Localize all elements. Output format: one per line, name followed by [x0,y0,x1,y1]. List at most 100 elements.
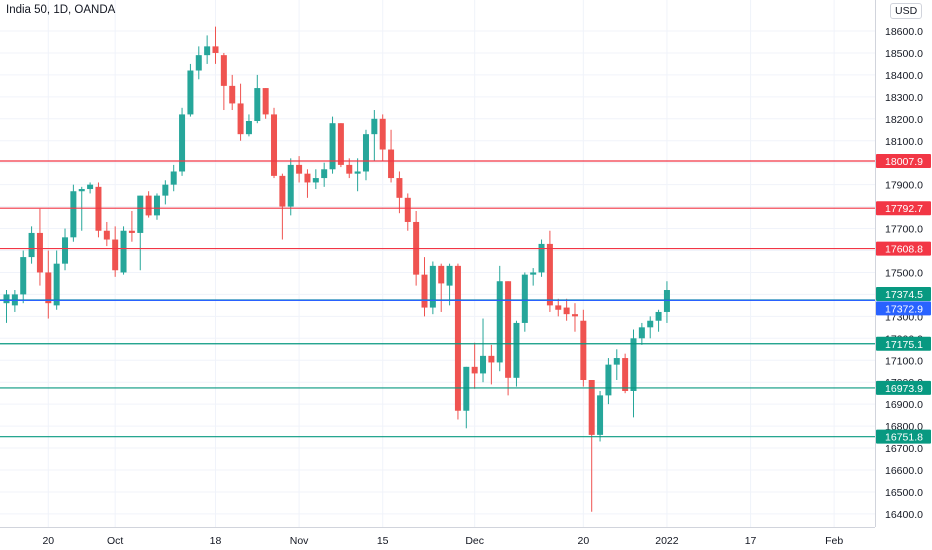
price-tag-label: 16751.8 [885,432,923,444]
candle-down [145,195,152,216]
y-tick-label: 17900.0 [885,180,923,192]
candle-down [237,103,244,135]
x-tick-label: Oct [107,535,123,547]
candle-up [371,118,378,135]
candle-up [605,364,612,396]
price-tag [876,241,931,256]
candle-down [212,46,219,53]
price-tag [876,286,931,301]
x-tick-label: 18 [210,535,222,547]
candle-up [429,265,436,308]
candle-down [337,123,344,165]
candle-up [521,274,528,323]
price-tag-label: 18007.9 [885,156,923,168]
plot-area[interactable] [0,0,875,527]
x-tick-label: 15 [377,535,389,547]
candle-down [555,305,562,310]
y-tick-label: 17700.0 [885,224,923,236]
x-tick-label: Dec [465,535,484,547]
candle-up [463,366,470,411]
candle-up [538,243,545,273]
candle-up [480,355,487,374]
candle-down [588,380,595,435]
y-tick-label: 18600.0 [885,26,923,38]
candle-down [379,118,386,150]
candle-down [36,232,43,273]
candle-up [354,171,361,174]
candle-up [630,338,637,391]
y-tick-label: 18200.0 [885,114,923,126]
y-tick-label: 16600.0 [885,465,923,477]
candle-up [28,232,35,258]
price-tag-label: 17372.9 [885,303,923,315]
y-tick-label: 17100.0 [885,355,923,367]
candle-down [421,274,428,308]
candle-down [304,173,311,183]
currency-button[interactable]: USD [890,3,923,19]
candle-up [20,257,27,295]
candle-down [571,314,578,317]
candle-up [362,134,369,172]
x-tick-label: Nov [290,535,309,547]
symbol-title: India 50, 1D, OANDA [6,4,116,16]
y-tick-label: 16500.0 [885,487,923,499]
candle-down [388,149,395,179]
candle-up [321,169,328,179]
candle-down [128,230,135,233]
candle-down [262,88,269,115]
candle-down [45,272,52,304]
price-tag-label: 16973.9 [885,383,923,395]
price-tag [876,336,931,351]
y-tick-label: 16700.0 [885,443,923,455]
candle-up [655,311,662,321]
candle-down [346,164,353,174]
price-tag [876,153,931,168]
price-tag [876,380,931,395]
candle-down [229,85,236,104]
x-tick-label: 2022 [655,535,679,547]
candle-up [53,263,60,306]
y-tick-label: 18400.0 [885,70,923,82]
candle-up [78,189,85,192]
candle-up [597,395,604,435]
price-tag-label: 17175.1 [885,339,923,351]
candle-up [254,88,261,121]
candle-up [87,184,94,190]
candle-up [329,123,336,170]
price-tag-label: 17374.5 [885,289,923,301]
candle-down [271,114,278,176]
candle-down [438,265,445,284]
candle-down [404,197,411,222]
x-tick-label: 17 [745,535,757,547]
price-axis[interactable] [875,0,932,550]
candle-up [120,230,127,273]
candle-down [580,320,587,381]
candle-up [663,290,670,312]
candle-up [162,184,169,196]
candle-up [496,281,503,363]
candle-up [170,171,177,185]
candle-down [103,230,110,240]
y-tick-label: 16900.0 [885,399,923,411]
candle-up [187,70,194,115]
y-tick-label: 16400.0 [885,509,923,521]
candle-up [195,55,202,71]
candle-up [137,195,144,233]
candle-down [622,358,629,391]
time-axis[interactable] [0,527,875,550]
price-tag [876,301,931,316]
price-tag [876,201,931,216]
candle-up [62,237,69,264]
candle-up [638,327,645,339]
candle-up [179,114,186,172]
candle-up [513,322,520,378]
candle-down [220,55,227,86]
candle-up [446,265,453,286]
candle-up [613,358,620,365]
candle-down [396,178,403,198]
y-tick-label: 17500.0 [885,267,923,279]
x-tick-label: Feb [825,535,843,547]
candle-up [70,191,77,238]
